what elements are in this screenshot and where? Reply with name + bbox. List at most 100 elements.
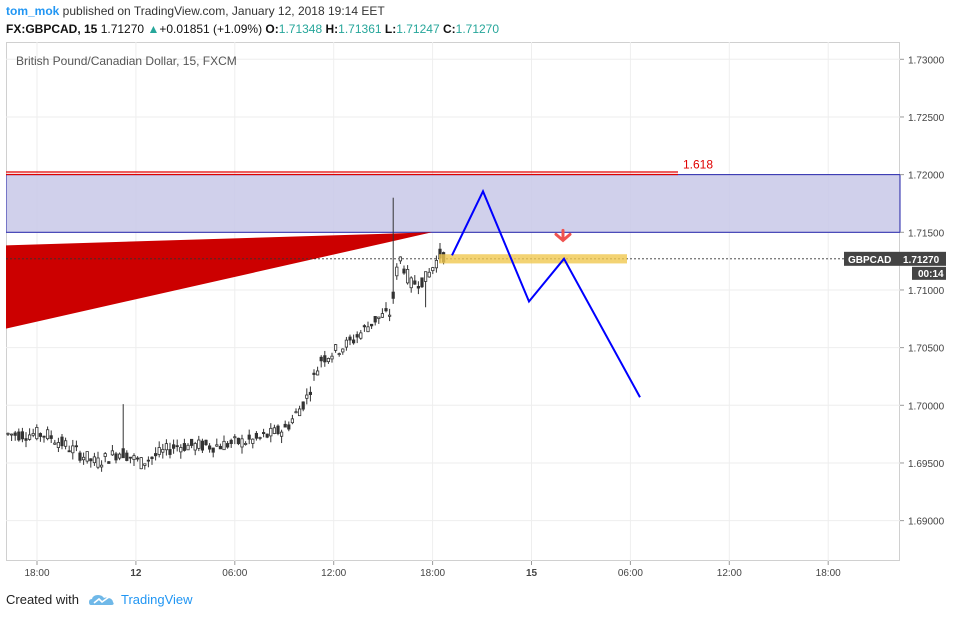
candle-body <box>207 445 212 450</box>
candle-body <box>74 445 78 448</box>
y-tick-label: 1.70500 <box>908 344 945 355</box>
candle-body <box>42 435 46 438</box>
author-link[interactable]: tom_mok <box>6 4 60 18</box>
tradingview-cloud-icon[interactable] <box>88 593 115 607</box>
candle-body <box>362 325 367 328</box>
candle-body <box>344 339 349 348</box>
time-axis[interactable]: 18:00 12 06:00 12:00 18:00 15 06:00 12:00 18:00 <box>24 561 841 579</box>
high-value: 1.71361 <box>338 22 382 36</box>
resistance-zone[interactable] <box>5 174 901 233</box>
candle-body <box>38 433 43 437</box>
candle-body <box>89 458 93 462</box>
candle-body <box>143 463 147 466</box>
price-label-symbol: GBPCAD <box>848 255 891 266</box>
candle-body <box>139 457 143 470</box>
candle-body <box>125 452 129 461</box>
plot-area[interactable] <box>6 42 900 561</box>
last-price: 1.71270 <box>100 22 145 36</box>
candles <box>6 197 446 472</box>
candle-body <box>312 372 316 375</box>
candle-body <box>348 336 352 341</box>
candle-body <box>171 444 176 449</box>
candle-body <box>175 445 179 448</box>
price-axis[interactable]: 1.73000 1.72500 1.72000 1.71500 1.71000 1.705… <box>900 55 945 528</box>
candle-body <box>330 355 334 360</box>
candle-body <box>179 447 183 453</box>
price-label-box: GBPCAD 1.71270 00:14 <box>844 251 946 280</box>
candle-body <box>233 436 237 439</box>
candle-body <box>405 269 410 284</box>
candle-body <box>359 332 363 339</box>
candle-body <box>243 443 248 445</box>
x-tick-label: 12 <box>130 568 142 579</box>
symbol-info: FX:GBPCAD, 15 1.71270 ▲+0.01851 (+1.09%)… <box>6 22 499 36</box>
candle-body <box>35 427 39 440</box>
target-zone[interactable] <box>439 254 627 264</box>
candle-body <box>269 427 273 437</box>
candle-body <box>27 434 32 440</box>
candle-body <box>64 440 68 447</box>
close-value: 1.71270 <box>455 22 500 36</box>
down-arrow-icon[interactable] <box>554 228 572 243</box>
open-value: 1.71348 <box>278 22 323 36</box>
candle-body <box>53 442 57 445</box>
y-tick-label: 1.69500 <box>908 459 945 470</box>
price-label-value: 1.71270 <box>903 255 940 266</box>
candle-body <box>85 451 89 462</box>
high-label: H: <box>325 22 339 36</box>
candle-body <box>114 453 118 461</box>
up-triangle-icon: ▲ <box>147 22 160 36</box>
price-chart[interactable]: 1.618 1.73000 1.72500 1.72000 1.71500 1.7100… <box>5 42 952 580</box>
candle-body <box>413 280 417 285</box>
symbol-name: FX:GBPCAD, 15 <box>6 22 98 36</box>
candle-body <box>182 443 186 451</box>
x-tick-label: 06:00 <box>618 568 643 579</box>
candle-body <box>247 434 251 440</box>
projection-path[interactable] <box>451 188 641 398</box>
candle-body <box>60 436 64 447</box>
candle-body <box>337 353 341 356</box>
candle-body <box>100 464 104 468</box>
candle-body <box>150 456 154 460</box>
candle-body <box>391 291 395 299</box>
candle-body <box>398 256 403 262</box>
x-tick-label: 12:00 <box>717 568 742 579</box>
price-change: +0.01851 (+1.09%) <box>159 22 263 36</box>
candle-body <box>218 445 222 450</box>
close-label: C: <box>442 22 456 36</box>
candle-body <box>276 425 280 434</box>
candle-body <box>24 438 28 441</box>
candle-body <box>157 447 161 455</box>
candle-body <box>56 442 61 448</box>
low-value: 1.71247 <box>396 22 440 36</box>
candle-body <box>103 453 107 457</box>
candle-body <box>251 438 255 444</box>
triangle-pattern[interactable] <box>6 232 432 329</box>
candle-body <box>297 408 302 417</box>
candle-body <box>369 323 374 327</box>
candle-body <box>387 314 392 317</box>
candle-body <box>197 439 201 449</box>
chart-container[interactable]: 1.618 1.73000 1.72500 1.72000 1.71500 1.7100… <box>5 42 952 580</box>
tradingview-link[interactable]: TradingView <box>120 592 193 607</box>
x-tick-label: 12:00 <box>321 568 346 579</box>
candle-body <box>427 271 431 278</box>
candle-body <box>308 391 313 395</box>
x-tick-label: 18:00 <box>816 568 841 579</box>
candle-body <box>315 370 320 376</box>
candle-body <box>290 418 295 424</box>
candle-body <box>92 456 96 464</box>
low-label: L: <box>384 22 397 36</box>
candle-body <box>20 431 24 440</box>
candle-body <box>225 443 230 448</box>
candle-body <box>153 453 158 457</box>
candle-body <box>323 355 327 363</box>
x-tick-label: 06:00 <box>222 568 247 579</box>
fib-label: 1.618 <box>683 157 713 171</box>
candle-body <box>423 271 428 282</box>
candle-body <box>78 452 82 461</box>
countdown-label: 00:14 <box>918 269 944 280</box>
candle-body <box>82 456 86 461</box>
candle-body <box>326 358 331 363</box>
candle-body <box>258 437 262 439</box>
